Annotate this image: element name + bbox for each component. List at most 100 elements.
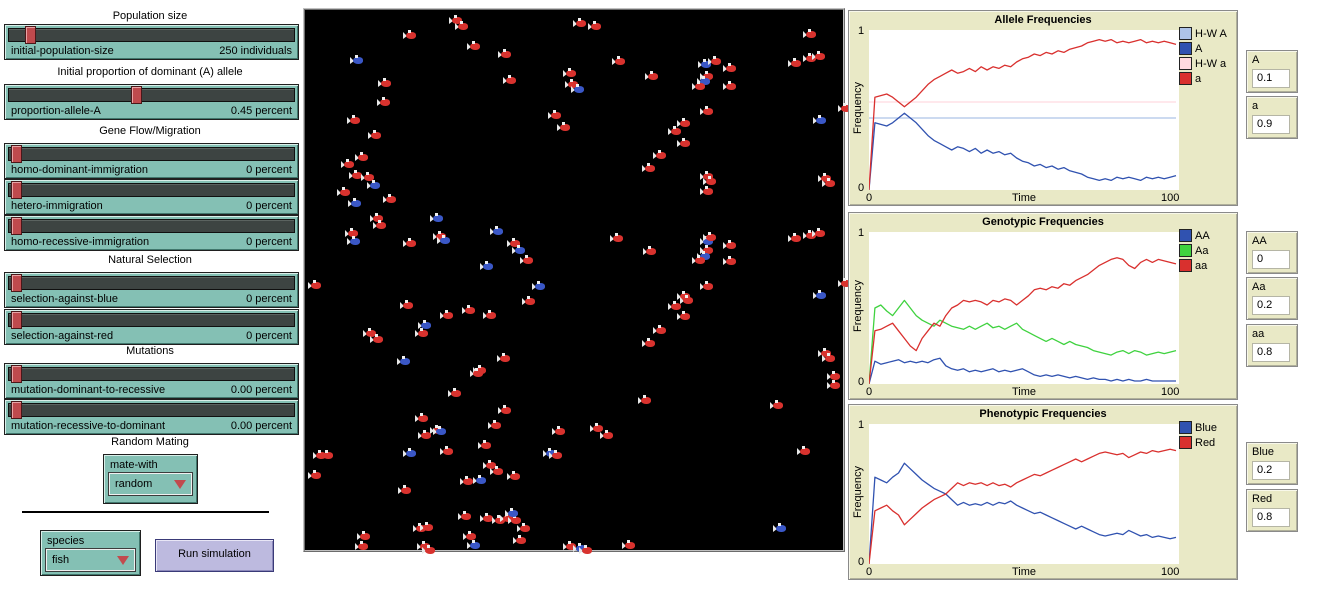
fish-body — [695, 257, 705, 264]
fish-fin — [627, 540, 630, 543]
fish-tail — [308, 472, 312, 479]
red-fish-agent — [513, 535, 526, 545]
fish-fin — [438, 426, 441, 429]
slider-selection-against-blue[interactable]: selection-against-blue 0 percent — [4, 272, 299, 308]
run-simulation-button[interactable]: Run simulation — [155, 539, 274, 572]
slider-handle[interactable] — [131, 86, 142, 104]
fish-fin — [708, 232, 711, 235]
mate-with-chooser-box[interactable]: random — [109, 473, 192, 495]
plot-line-AA — [868, 357, 1176, 385]
slider-value: 0.00 percent — [230, 384, 292, 396]
fish-tail — [368, 132, 372, 139]
red-fish-agent — [812, 51, 825, 61]
slider-handle[interactable] — [11, 365, 22, 383]
slider-groove[interactable] — [8, 181, 295, 199]
fish-body — [806, 31, 816, 38]
slider-initial-population-size[interactable]: initial-population-size 250 individuals — [4, 24, 299, 60]
slider-handle[interactable] — [11, 145, 22, 163]
slider-mutation-dominant-to-recessive[interactable]: mutation-dominant-to-recessive 0.00 perce… — [4, 363, 299, 399]
fish-tail — [788, 235, 792, 242]
fish-fin — [697, 255, 700, 258]
fish-fin — [817, 228, 820, 231]
slider-groove[interactable] — [8, 274, 295, 292]
red-fish-agent — [700, 281, 713, 291]
slider-groove[interactable] — [8, 145, 295, 163]
chevron-down-icon — [117, 555, 129, 565]
fish-body — [695, 83, 705, 90]
x-tick-min: 0 — [866, 386, 873, 398]
mate-with-chooser[interactable]: mate-with random — [103, 454, 198, 504]
slider-value: 250 individuals — [219, 45, 292, 57]
slider-groove[interactable] — [8, 26, 295, 44]
slider-groove[interactable] — [8, 365, 295, 383]
legend-swatch — [1179, 229, 1192, 242]
fish-body — [353, 57, 363, 64]
fish-body — [350, 238, 360, 245]
fish-tail — [420, 524, 424, 531]
fish-fin — [568, 68, 571, 71]
slider-handle[interactable] — [11, 311, 22, 329]
fish-tail — [565, 81, 569, 88]
fish-tail — [415, 330, 419, 337]
slider-handle[interactable] — [11, 181, 22, 199]
red-fish-agent — [703, 232, 716, 242]
fish-body — [574, 86, 584, 93]
fish-body — [381, 80, 391, 87]
slider-homo-dominant-immigration[interactable]: homo-dominant-immigration 0 percent — [4, 143, 299, 179]
red-fish-agent — [788, 58, 801, 68]
fish-tail — [348, 200, 352, 207]
monitor-label: Aa — [1252, 281, 1266, 293]
fish-fin — [705, 71, 708, 74]
monitor-A: A 0.1 — [1246, 50, 1298, 93]
legend-entry-aa: aa — [1179, 259, 1235, 272]
fish-tail — [700, 247, 704, 254]
fish-tail — [473, 477, 477, 484]
fish-fin — [562, 122, 565, 125]
fish-fin — [658, 150, 661, 153]
slider-selection-against-red[interactable]: selection-against-red 0 percent — [4, 309, 299, 345]
fish-body — [552, 452, 562, 459]
fish-tail — [370, 336, 374, 343]
slider-handle[interactable] — [11, 274, 22, 292]
fish-fin — [793, 233, 796, 236]
species-chooser-box[interactable]: fish — [46, 549, 135, 571]
fish-fin — [425, 522, 428, 525]
fish-tail — [723, 258, 727, 265]
fish-fin — [808, 53, 811, 56]
species-chooser[interactable]: species fish — [40, 530, 141, 576]
slider-handle[interactable] — [25, 26, 36, 44]
slider-groove[interactable] — [8, 86, 295, 104]
fish-tail — [668, 303, 672, 310]
slider-proportion-allele-A[interactable]: proportion-allele-A 0.45 percent — [4, 84, 299, 120]
red-fish-agent — [827, 380, 840, 390]
monitor-label: aa — [1252, 328, 1265, 340]
fish-tail — [773, 525, 777, 532]
legend-entry-Blue: Blue — [1179, 421, 1235, 434]
fish-body — [791, 60, 801, 67]
slider-groove[interactable] — [8, 217, 295, 235]
blue-fish-agent — [403, 448, 416, 458]
fish-body — [370, 182, 380, 189]
fish-tail — [507, 240, 511, 247]
slider-groove[interactable] — [8, 401, 295, 419]
slider-handle[interactable] — [11, 217, 22, 235]
legend-entry-a: a — [1179, 72, 1235, 85]
fish-tail — [677, 313, 681, 320]
slider-handle[interactable] — [11, 401, 22, 419]
slider-groove[interactable] — [8, 311, 295, 329]
fish-fin — [388, 194, 391, 197]
slider-label: homo-recessive-immigration — [11, 236, 150, 248]
fish-body — [568, 81, 578, 88]
slider-homo-recessive-immigration[interactable]: homo-recessive-immigration 0 percent — [4, 215, 299, 251]
fish-body — [825, 180, 835, 187]
fish-tail — [448, 390, 452, 397]
fish-tail — [347, 117, 351, 124]
fish-body — [352, 172, 362, 179]
fish-body — [523, 257, 533, 264]
slider-mutation-recessive-to-dominant[interactable]: mutation-recessive-to-dominant 0.00 perce… — [4, 399, 299, 435]
slider-hetero-immigration[interactable]: hetero-immigration 0 percent — [4, 179, 299, 215]
legend-swatch — [1179, 436, 1192, 449]
red-fish-agent — [363, 328, 376, 338]
fish-tail — [347, 238, 351, 245]
red-fish-agent — [677, 311, 690, 321]
